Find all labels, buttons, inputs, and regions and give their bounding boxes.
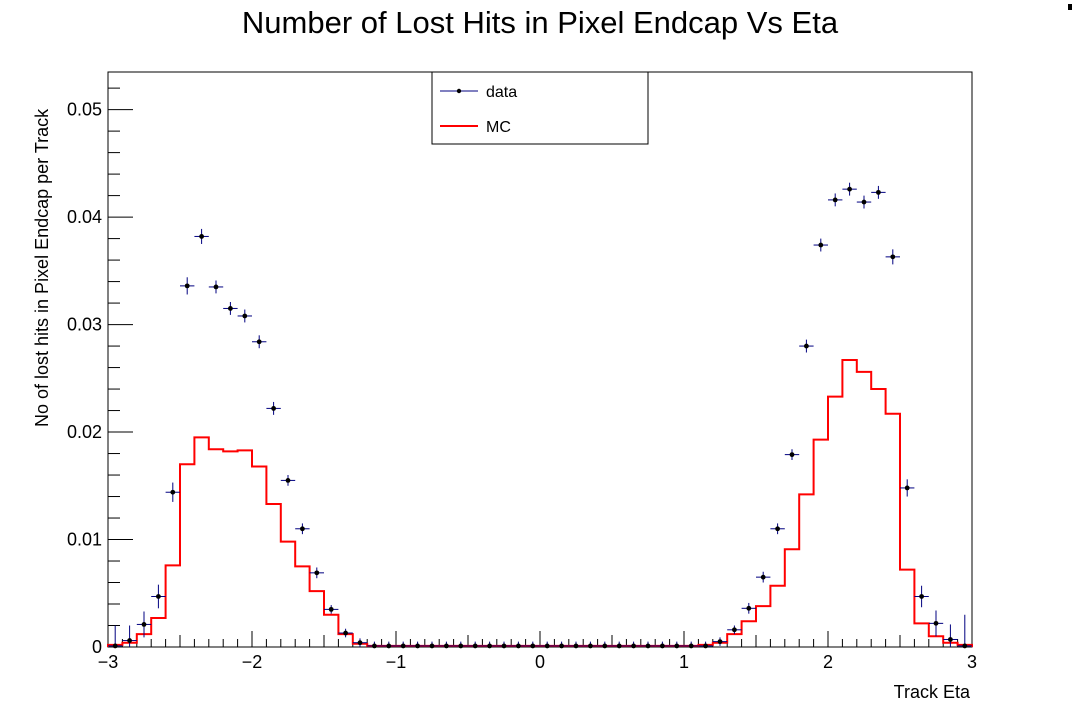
y-tick-label: 0.02 xyxy=(67,422,102,442)
data-point xyxy=(861,199,867,205)
y-tick-label: 0.01 xyxy=(67,530,102,550)
data-point xyxy=(372,643,377,649)
mc-series xyxy=(107,359,973,647)
data-point xyxy=(588,643,593,649)
data-point xyxy=(112,643,118,649)
y-axis-ticks: 0 0.01 0.02 0.03 0.04 0.05 xyxy=(67,100,133,657)
y-tick-label: 0.03 xyxy=(67,315,102,335)
x-axis-ticks: −3 −2 −1 0 1 2 3 xyxy=(98,631,977,672)
data-point xyxy=(228,306,233,311)
x-tick-label: −3 xyxy=(98,652,119,672)
data-point xyxy=(573,643,579,649)
data-point xyxy=(170,489,176,495)
data-point xyxy=(919,594,924,599)
data-point xyxy=(127,638,132,643)
data-point xyxy=(530,643,536,649)
data-point xyxy=(602,643,608,649)
legend: data MC xyxy=(431,71,649,145)
y-tick-label: 0 xyxy=(92,637,102,657)
data-point xyxy=(904,485,910,491)
data-point xyxy=(516,643,521,649)
data-point xyxy=(818,242,824,248)
mc-histogram-line xyxy=(107,359,973,647)
data-point xyxy=(429,643,435,649)
data-series xyxy=(108,182,972,649)
data-point xyxy=(890,254,896,260)
data-point xyxy=(184,283,190,289)
data-point xyxy=(343,630,348,636)
data-point xyxy=(688,643,694,649)
data-point xyxy=(962,643,968,649)
data-point xyxy=(472,643,478,649)
legend-data-marker xyxy=(456,88,462,94)
data-point xyxy=(271,406,276,411)
data-point xyxy=(415,643,420,649)
data-point xyxy=(300,526,305,532)
data-point xyxy=(631,643,636,649)
x-tick-label: −2 xyxy=(242,652,263,672)
data-point xyxy=(933,620,939,626)
data-point xyxy=(804,343,809,349)
y-tick-label: 0.04 xyxy=(67,207,102,227)
data-point xyxy=(386,643,392,649)
data-point xyxy=(242,313,248,319)
data-point xyxy=(703,643,708,649)
x-tick-label: 0 xyxy=(535,652,545,672)
data-point xyxy=(948,637,953,642)
data-point xyxy=(256,339,262,345)
data-point xyxy=(559,643,564,649)
data-point xyxy=(746,605,752,611)
data-point xyxy=(141,622,147,627)
data-point xyxy=(400,643,406,649)
corner-marker xyxy=(1068,4,1072,10)
x-tick-label: −1 xyxy=(386,652,407,672)
data-point xyxy=(285,478,291,483)
data-point xyxy=(789,452,795,458)
data-point xyxy=(328,606,334,612)
data-point xyxy=(444,643,449,649)
data-point xyxy=(760,574,766,580)
data-point xyxy=(357,640,363,646)
data-point xyxy=(156,594,161,599)
x-tick-label: 2 xyxy=(823,652,833,672)
data-point xyxy=(645,643,651,649)
data-point xyxy=(616,643,622,649)
legend-data-label: data xyxy=(486,84,517,101)
data-point xyxy=(501,643,507,649)
data-point xyxy=(717,639,723,645)
y-axis-label: No of lost hits in Pixel Endcap per Trac… xyxy=(32,108,52,427)
data-point xyxy=(213,284,219,290)
data-point xyxy=(458,643,464,649)
legend-mc-label: MC xyxy=(486,119,511,136)
x-axis-label: Track Eta xyxy=(894,682,971,702)
data-point xyxy=(674,643,680,649)
data-point xyxy=(775,526,780,532)
y-tick-label: 0.05 xyxy=(67,100,102,120)
x-tick-label: 1 xyxy=(679,652,689,672)
data-point xyxy=(314,570,320,576)
data-point xyxy=(487,643,492,649)
chart-title: Number of Lost Hits in Pixel Endcap Vs E… xyxy=(242,5,839,40)
data-point xyxy=(544,643,550,649)
minor-ticks xyxy=(108,87,959,647)
data-point xyxy=(832,197,838,203)
data-point xyxy=(732,627,737,633)
data-point xyxy=(876,189,881,195)
data-point xyxy=(847,186,852,192)
x-tick-label: 3 xyxy=(967,652,977,672)
legend-box xyxy=(431,71,649,145)
data-point xyxy=(199,234,205,239)
data-point xyxy=(660,643,665,649)
